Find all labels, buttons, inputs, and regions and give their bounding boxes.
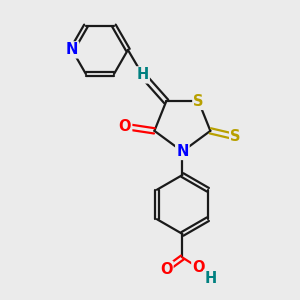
Text: O: O — [192, 260, 205, 275]
Text: O: O — [160, 262, 172, 277]
Text: H: H — [204, 271, 217, 286]
Text: O: O — [119, 119, 131, 134]
Text: S: S — [230, 129, 241, 144]
Text: S: S — [193, 94, 204, 109]
Text: H: H — [136, 68, 149, 82]
Text: N: N — [176, 144, 189, 159]
Text: N: N — [66, 42, 78, 57]
